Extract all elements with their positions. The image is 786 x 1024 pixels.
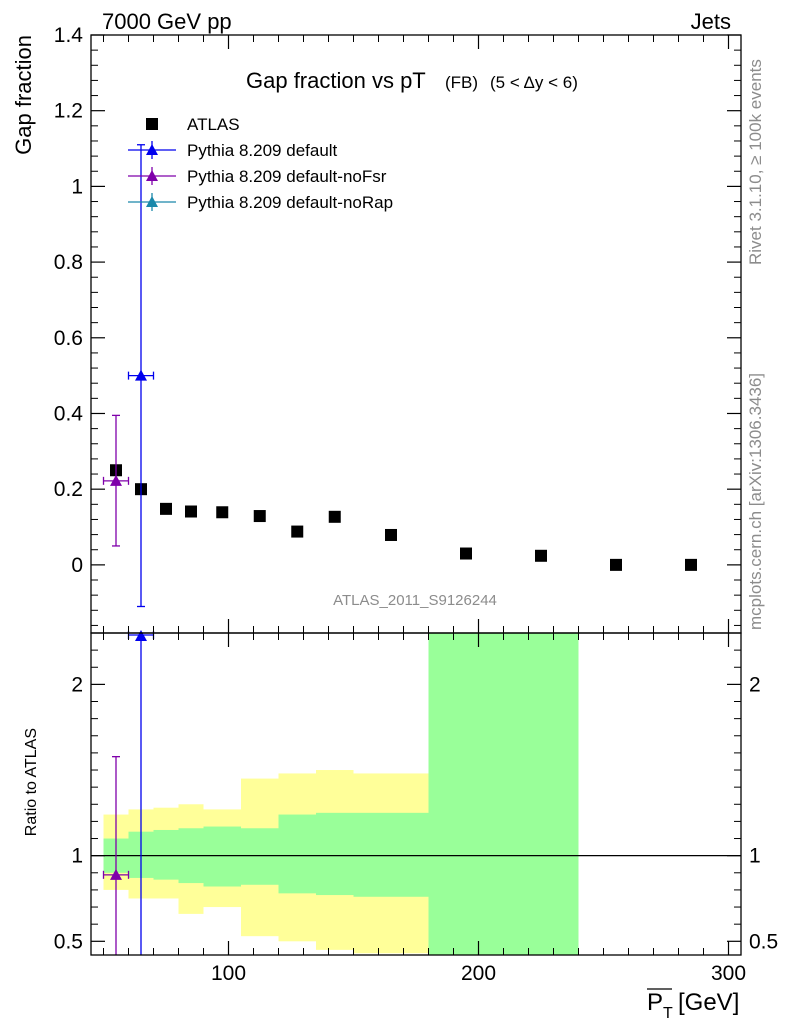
title-sub: (FB)	[445, 73, 478, 92]
nofsr-point	[110, 474, 122, 486]
ratio-panel	[91, 630, 741, 955]
ratio-ytick-label: 2	[71, 673, 83, 696]
ratio-band-inner	[203, 826, 241, 887]
ratio-ylabel: Ratio to ATLAS	[23, 728, 40, 836]
atlas-point	[253, 510, 266, 523]
mcplots-label: mcplots.cern.ch [arXiv:1306.3436]	[746, 373, 765, 630]
default-point	[135, 369, 147, 381]
legend: ATLAS Pythia 8.209 default Pythia 8.209 de…	[128, 115, 393, 212]
ratio-frame	[90, 632, 742, 956]
legend-marker-triangle	[146, 170, 158, 181]
atlas-point	[535, 549, 547, 562]
ratio-band-inner	[503, 633, 579, 955]
atlas-point	[291, 525, 304, 538]
ratio-ytick-label: 1	[71, 845, 83, 868]
title-range: (5 < Δy < 6)	[490, 73, 578, 92]
atlas-point	[216, 506, 229, 519]
atlas-point	[460, 547, 472, 560]
ratio-band-inner	[428, 633, 504, 955]
main-panel	[102, 144, 697, 608]
main-ytick-label: 0	[71, 554, 83, 577]
ratio-band-inner	[353, 812, 429, 897]
ratio-band-inner	[153, 829, 179, 880]
ratio-ytick-label-right: 2	[749, 673, 761, 696]
xtick-label: 300	[711, 962, 746, 985]
ratio-ytick-label-right: 1	[749, 845, 761, 868]
main-ytick-label: 0.4	[54, 402, 84, 425]
ratio-band-inner	[316, 812, 354, 896]
legend-marker-triangle	[146, 196, 158, 207]
xlabel-unit: [GeV]	[678, 989, 739, 1016]
atlas-point	[610, 558, 622, 571]
x-axis-title: P T [GeV]	[647, 988, 739, 1022]
xtick-label: 100	[211, 962, 246, 985]
analysis-label: ATLAS_2011_S9126244	[333, 592, 497, 609]
rivet-label: Rivet 3.1.10, ≥ 100k events	[746, 59, 765, 265]
legend-label: Pythia 8.209 default-noFsr	[187, 167, 387, 186]
ratio-band-inner	[241, 828, 279, 885]
header-left: 7000 GeV pp	[102, 9, 232, 34]
legend-marker-triangle	[146, 144, 158, 155]
ratio-ytick-label: 0.5	[54, 930, 83, 953]
main-ytick-label: 1	[71, 175, 83, 198]
main-ytick-label: 1.4	[54, 24, 84, 47]
main-ylabel: Gap fraction	[11, 35, 36, 155]
xlabel-sub: T	[663, 1005, 673, 1022]
atlas-point	[328, 510, 341, 523]
plot-title: Gap fraction vs pT (FB) (5 < Δy < 6)	[246, 68, 578, 93]
legend-label: Pythia 8.209 default	[187, 141, 338, 160]
main-ytick-label: 1.2	[54, 100, 83, 123]
atlas-point	[185, 505, 197, 518]
xtick-label: 200	[461, 962, 496, 985]
ratio-band-inner	[278, 814, 316, 894]
title-main: Gap fraction vs pT	[246, 68, 426, 93]
header-right: Jets	[691, 9, 731, 34]
main-ytick-label: 0.8	[54, 251, 83, 274]
ratio-default-point	[135, 630, 147, 641]
legend-label: Pythia 8.209 default-noRap	[187, 193, 393, 212]
main-ytick-label: 0.6	[54, 327, 83, 350]
main-ytick-label: 0.2	[54, 478, 83, 501]
legend-marker-square	[146, 118, 158, 130]
ratio-nofsr-point	[110, 868, 122, 880]
xlabel-p: P	[647, 989, 663, 1016]
atlas-point	[160, 502, 172, 515]
ratio-ytick-label-right: 0.5	[749, 930, 778, 953]
legend-label: ATLAS	[187, 115, 240, 134]
atlas-point	[685, 558, 697, 571]
atlas-point	[385, 528, 397, 541]
